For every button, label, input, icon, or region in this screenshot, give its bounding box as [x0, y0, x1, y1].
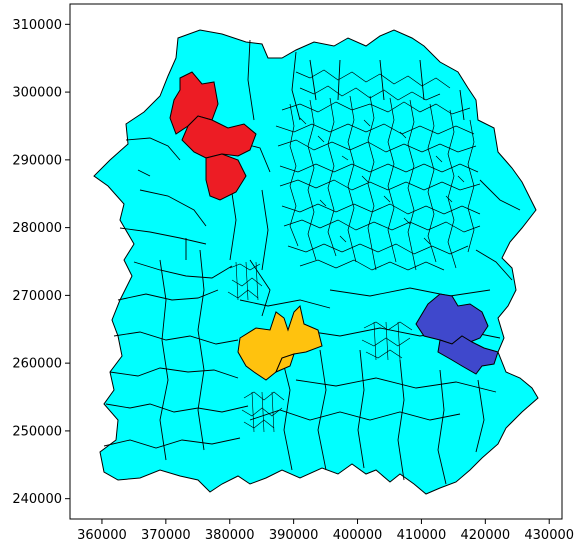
y-tick-label: 250000 [12, 424, 62, 439]
region-highlight-yellow [237, 305, 323, 381]
y-axis: 240000 250000 260000 270000 280000 290000 3000… [12, 18, 70, 507]
dense-cluster-west [227, 261, 263, 301]
x-axis: 360000 370000 380000 390000 400000 410000 4200… [77, 519, 574, 543]
region-boundaries [103, 39, 521, 485]
y-tick-label: 270000 [12, 289, 62, 304]
x-tick-label: 410000 [397, 528, 447, 543]
axes-frame [69, 3, 563, 520]
x-tick-label: 430000 [524, 528, 574, 543]
y-tick-label: 240000 [12, 492, 62, 507]
dense-cluster-central [361, 321, 413, 361]
x-tick-label: 360000 [77, 528, 127, 543]
x-tick-label: 370000 [141, 528, 191, 543]
x-tick-label: 380000 [205, 528, 255, 543]
dense-cluster-south [241, 391, 285, 433]
x-tick-label: 420000 [461, 528, 511, 543]
x-tick-label: 390000 [269, 528, 319, 543]
region-highlight-red [169, 71, 257, 201]
y-tick-label: 260000 [12, 357, 62, 372]
y-tick-label: 310000 [12, 18, 62, 33]
dense-urban-cluster [275, 69, 481, 271]
x-tick-label: 400000 [333, 528, 383, 543]
y-tick-label: 290000 [12, 153, 62, 168]
y-tick-label: 300000 [12, 86, 62, 101]
map-area [93, 29, 539, 495]
region-highlight-blue [415, 293, 499, 375]
y-tick-label: 280000 [12, 221, 62, 236]
